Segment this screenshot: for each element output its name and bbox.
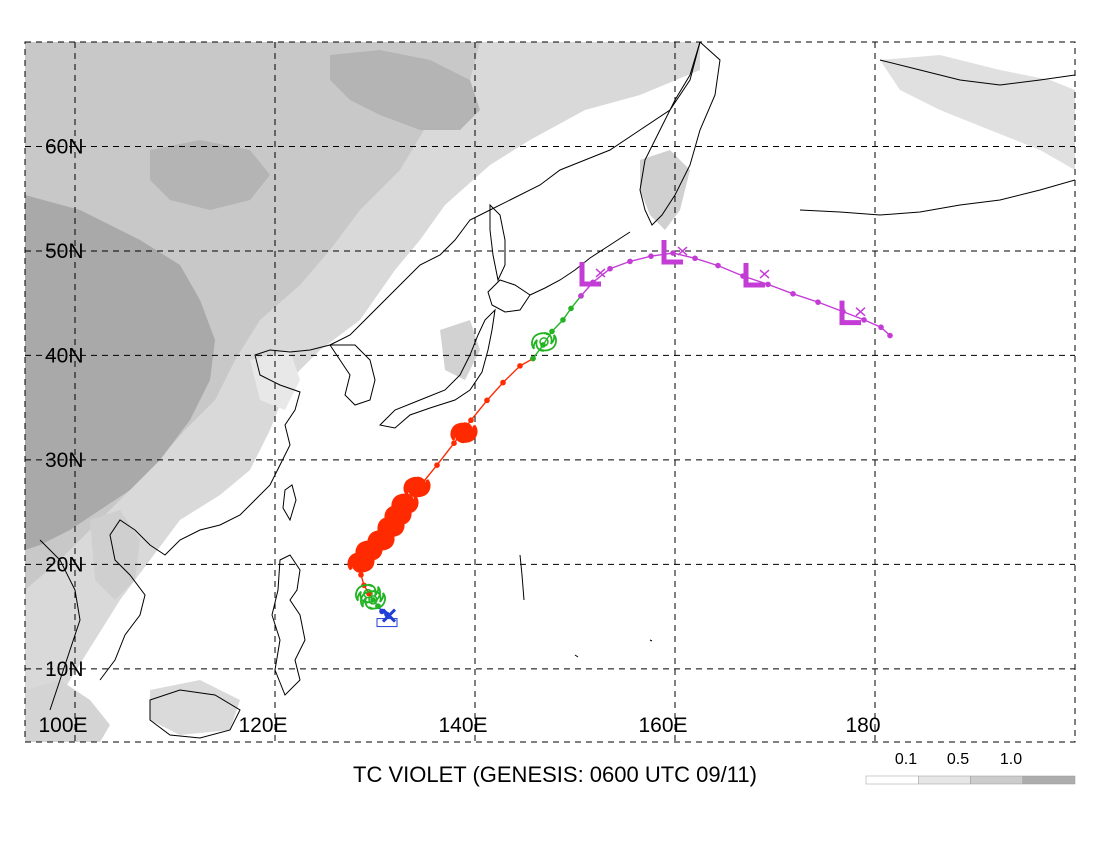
track-point <box>878 324 884 331</box>
map-frame <box>24 41 1076 743</box>
lat-label-0: 10N <box>45 658 84 681</box>
lat-label-1: 20N <box>45 553 84 576</box>
track-point <box>451 440 457 446</box>
track-point <box>648 253 654 259</box>
extratropical-low-symbol <box>839 300 866 326</box>
lat-lon-grid <box>25 42 1075 742</box>
track-point <box>578 293 584 299</box>
track-point <box>715 262 721 269</box>
legend-color-bar <box>865 775 1076 785</box>
tropical-storm-symbol <box>531 331 557 352</box>
legend-label-0: 0.1 <box>895 751 917 768</box>
track-point <box>568 305 574 312</box>
track-point <box>692 255 698 262</box>
track-segment-2 <box>360 357 534 594</box>
lat-label-3: 40N <box>45 344 84 367</box>
lon-label-2: 140E <box>438 714 487 737</box>
typhoon-symbol <box>403 476 431 498</box>
lon-label-0: 100E <box>38 714 87 737</box>
storm-symbols <box>347 240 866 628</box>
extratropical-low-symbol <box>579 261 606 287</box>
lat-label-5: 60N <box>45 135 84 158</box>
lat-label-4: 50N <box>45 240 84 263</box>
track-segment-4 <box>580 252 891 337</box>
extratropical-low-symbol <box>661 240 688 265</box>
track-point <box>887 332 893 339</box>
legend-swatch-2 <box>970 775 1023 785</box>
tropical-storm-symbol <box>355 583 381 604</box>
track-point <box>434 462 440 468</box>
track-point <box>670 250 676 256</box>
track-point <box>549 328 555 335</box>
legend-swatch-0 <box>865 775 919 785</box>
storm-track <box>358 250 893 618</box>
typhoon-symbol <box>450 422 478 444</box>
legend-swatch-3 <box>1022 775 1076 785</box>
track-point <box>468 417 474 424</box>
lon-label-3: 160E <box>638 714 687 737</box>
lon-label-4: 180 <box>845 714 880 737</box>
td-x-marker <box>376 608 398 628</box>
longitude-labels: 100E 120E 140E 160E 180 <box>38 714 880 737</box>
extratropical-low-symbol <box>743 263 770 288</box>
track-point <box>815 299 821 305</box>
lon-label-1: 120E <box>238 714 287 737</box>
map-title: TC VIOLET (GENESIS: 0600 UTC 09/11) <box>353 762 757 787</box>
elevation-legend: 0.1 0.5 1.0 <box>865 751 1076 785</box>
track-point <box>530 355 536 362</box>
track-point <box>500 379 506 386</box>
lat-label-2: 30N <box>45 449 84 472</box>
track-point <box>861 317 867 323</box>
track-point <box>627 258 633 265</box>
track-point <box>517 363 523 369</box>
track-point <box>358 572 364 578</box>
coastlines <box>39 42 1075 739</box>
terrain-shading <box>25 42 1075 742</box>
track-point <box>607 265 613 272</box>
track-point <box>790 290 796 297</box>
latitude-labels: 10N 20N 30N 40N 50N 60N <box>45 135 84 680</box>
track-point <box>484 397 490 404</box>
typhoon-symbol <box>391 493 419 515</box>
legend-swatch-1 <box>918 775 971 785</box>
track-point <box>765 281 771 288</box>
legend-label-2: 1.0 <box>1000 751 1022 768</box>
legend-label-1: 0.5 <box>947 751 969 768</box>
track-point <box>560 317 566 323</box>
